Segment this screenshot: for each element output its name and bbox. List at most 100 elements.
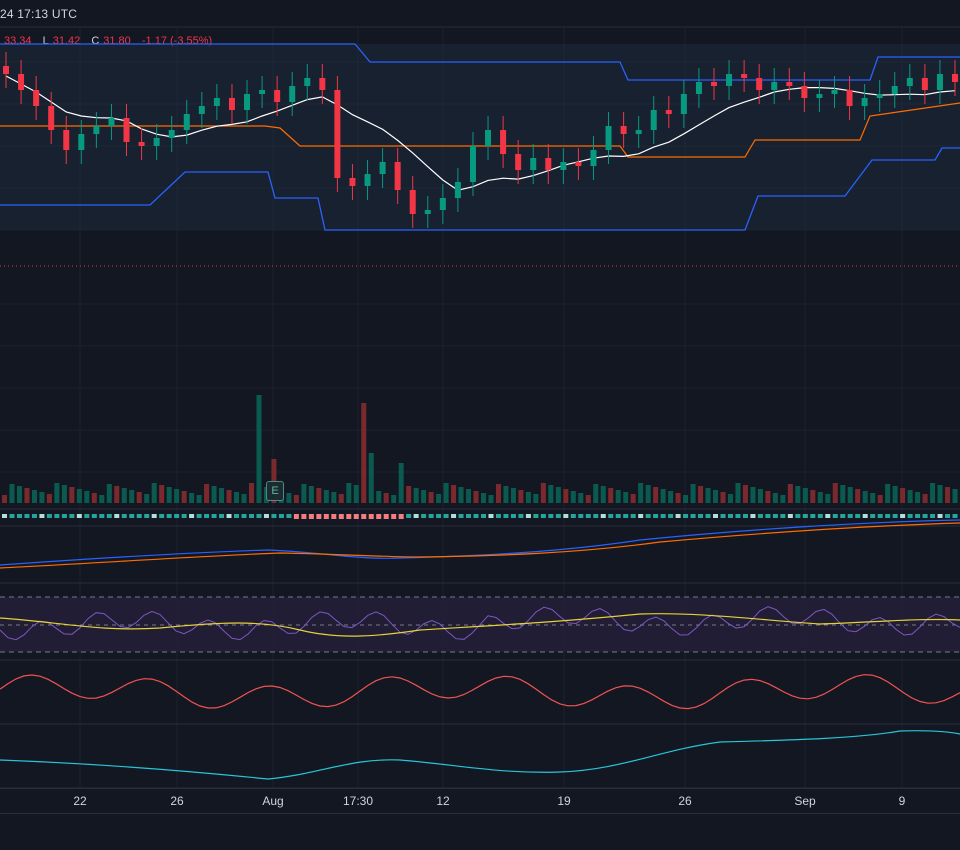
- macd-histogram-bar: [720, 514, 726, 518]
- macd-histogram-bar: [742, 514, 748, 518]
- volume-bar: [31, 490, 37, 503]
- macd-histogram-bar: [346, 514, 352, 519]
- volume-bar: [361, 403, 367, 503]
- volume-bar: [488, 495, 494, 503]
- candle-body: [515, 154, 522, 170]
- candle-body: [274, 90, 281, 102]
- volume-bar: [900, 488, 906, 503]
- candle-body: [244, 94, 251, 110]
- volume-bar: [952, 489, 958, 503]
- candle-body: [379, 162, 386, 174]
- candle-body: [816, 94, 823, 98]
- macd-histogram-bar: [757, 514, 763, 518]
- volume-bar: [136, 492, 142, 503]
- earnings-marker[interactable]: E: [266, 481, 284, 501]
- volume-bar: [937, 485, 943, 503]
- volume-bar: [61, 485, 67, 503]
- volume-bar: [922, 494, 928, 503]
- macd-histogram-bar: [166, 514, 172, 518]
- candle-body: [665, 110, 672, 114]
- macd-histogram-bar: [151, 514, 157, 518]
- volume-bar: [892, 486, 898, 503]
- volume-bar: [817, 492, 823, 503]
- macd-histogram-bar: [900, 514, 906, 518]
- macd-histogram-bar: [383, 514, 389, 519]
- volume-bar: [495, 484, 501, 503]
- candle-body: [469, 146, 476, 182]
- volume-bar: [510, 488, 516, 503]
- time-axis-tick: 26: [678, 794, 692, 808]
- volume-bar: [196, 495, 202, 503]
- macd-histogram-bar: [540, 514, 546, 518]
- macd-histogram-bar: [563, 514, 569, 518]
- volume-bar: [398, 463, 404, 503]
- bottom-toolbar: [0, 813, 960, 850]
- macd-histogram-bar: [780, 514, 786, 518]
- candle-body: [3, 66, 9, 74]
- macd-histogram-bar: [510, 514, 516, 518]
- volume-bar: [870, 493, 876, 503]
- macd-histogram-bar: [159, 514, 165, 518]
- time-axis-tick: Sep: [794, 794, 816, 808]
- volume-bar: [735, 483, 741, 503]
- volume-bar: [436, 494, 442, 503]
- macd-histogram-bar: [705, 514, 711, 518]
- macd-histogram-bar: [907, 514, 913, 518]
- candle-body: [545, 158, 552, 170]
- time-axis-tick: 19: [557, 794, 571, 808]
- macd-histogram-bar: [428, 514, 434, 518]
- macd-histogram-bar: [555, 514, 561, 518]
- candle-body: [726, 74, 733, 86]
- macd-histogram-bar: [668, 514, 674, 518]
- macd-histogram-bar: [847, 514, 853, 518]
- macd-histogram-bar: [286, 514, 292, 518]
- macd-histogram-bar: [323, 514, 329, 519]
- macd-signal-line: [0, 522, 960, 569]
- ohlc-close-label: C: [91, 35, 100, 47]
- volume-bar: [151, 483, 157, 503]
- volume-bar: [832, 483, 838, 503]
- macd-histogram-bar: [495, 514, 501, 518]
- macd-histogram-bar: [683, 514, 689, 518]
- volume-bar: [668, 491, 674, 503]
- time-axis[interactable]: 22 26 Aug 17:30 12 19 26 Sep 9: [0, 788, 960, 813]
- volume-bar: [810, 490, 816, 503]
- candle-body: [439, 198, 446, 210]
- volume-bar: [391, 495, 397, 503]
- volume-bar: [189, 493, 195, 503]
- macd-histogram-bar: [301, 514, 307, 519]
- timestamp-label: 24 17:13 UTC: [0, 7, 78, 21]
- volume-bar: [376, 491, 382, 503]
- candle-body: [846, 90, 853, 106]
- candle-body: [394, 162, 401, 190]
- macd-histogram-bar: [271, 514, 277, 518]
- volume-bar: [481, 493, 486, 503]
- macd-histogram-bar: [54, 514, 60, 518]
- volume-bar: [121, 488, 127, 503]
- macd-histogram-bar: [795, 514, 801, 518]
- volume-bar: [570, 491, 576, 503]
- candle-body: [575, 162, 582, 166]
- candle-body: [831, 90, 838, 94]
- volume-bar: [443, 483, 449, 503]
- candle-body: [304, 78, 311, 86]
- macd-histogram-bar: [473, 514, 479, 518]
- volume-bar: [76, 489, 82, 503]
- volume-bar: [16, 486, 22, 503]
- macd-histogram-bar: [413, 514, 419, 518]
- volume-bar: [9, 484, 15, 503]
- volume-bar: [540, 483, 546, 503]
- volume-bar: [518, 490, 524, 503]
- time-axis-tick: 22: [73, 794, 87, 808]
- chart-canvas[interactable]: [0, 0, 960, 812]
- macd-histogram-bar: [421, 514, 427, 518]
- macd-histogram-bar: [832, 514, 838, 518]
- macd-histogram-bar: [331, 514, 337, 519]
- volume-bar: [593, 484, 599, 503]
- volume-bar: [241, 494, 247, 503]
- volume-bar: [413, 488, 419, 503]
- candle-body: [620, 126, 627, 134]
- candle-body: [319, 78, 326, 90]
- time-axis-tick: 12: [436, 794, 450, 808]
- volume-bar: [383, 493, 389, 503]
